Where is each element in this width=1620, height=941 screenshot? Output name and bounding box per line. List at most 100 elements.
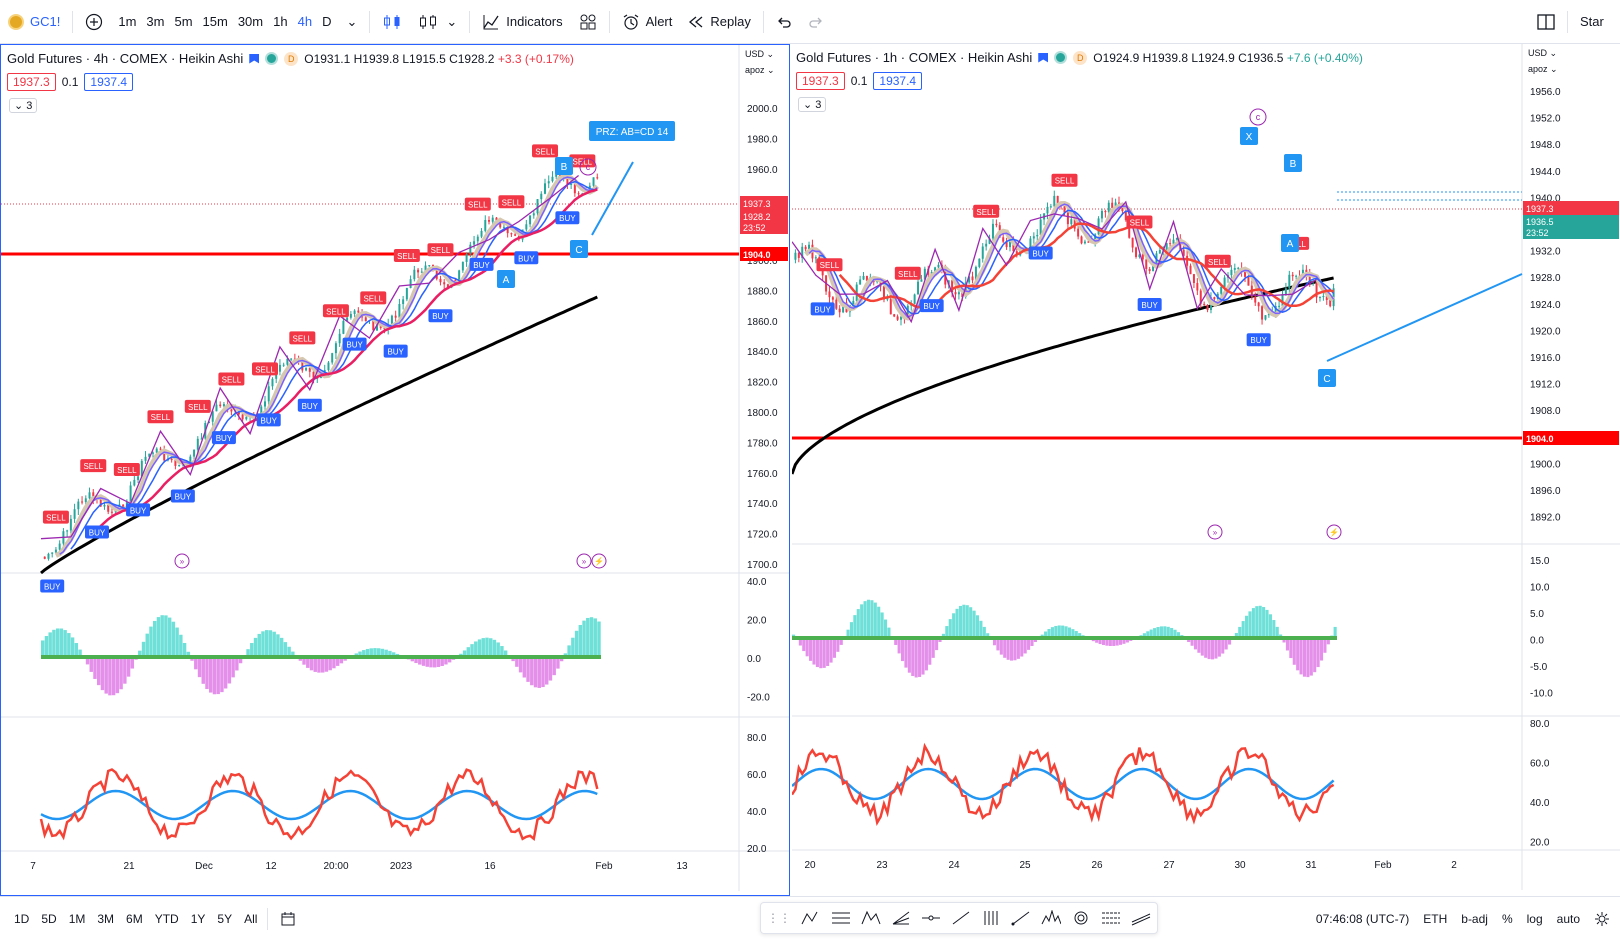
candle xyxy=(794,253,796,260)
range-ytd[interactable]: YTD xyxy=(149,912,185,926)
star-button[interactable]: Star xyxy=(1572,0,1620,44)
auto-scale-toggle[interactable]: auto xyxy=(1557,912,1580,926)
compare-button[interactable] xyxy=(77,0,111,44)
range-all[interactable]: All xyxy=(238,912,263,926)
templates-button[interactable] xyxy=(571,0,605,44)
histogram-bar xyxy=(220,657,223,692)
chart-type-button[interactable]: ⌄ xyxy=(410,0,465,44)
timeframe-1m[interactable]: 1m xyxy=(113,14,141,29)
fib-tool-icon[interactable] xyxy=(831,907,851,929)
range-1y[interactable]: 1Y xyxy=(185,912,212,926)
timeframe-D[interactable]: D xyxy=(317,14,336,29)
xabcd-tool-icon[interactable] xyxy=(861,907,881,929)
candle xyxy=(55,550,57,553)
range-3m[interactable]: 3M xyxy=(91,912,120,926)
histogram-bar xyxy=(594,618,597,657)
time-tick: 24 xyxy=(948,860,960,871)
flag-icon[interactable] xyxy=(249,54,259,64)
candle xyxy=(510,233,512,234)
collapse-indicators-button[interactable]: ⌄ 3 xyxy=(9,98,37,113)
candle xyxy=(477,237,479,242)
pattern-tool-icon[interactable] xyxy=(801,907,821,929)
timeframe-4h[interactable]: 4h xyxy=(293,14,317,29)
buy-signal-label: BUY xyxy=(518,254,535,263)
pitchfork-icon[interactable] xyxy=(981,907,1001,929)
log-scale-toggle[interactable]: log xyxy=(1527,912,1543,926)
layout-button[interactable] xyxy=(1529,0,1563,44)
collapse-indicators-button[interactable]: ⌄ 3 xyxy=(798,97,826,112)
ma-200-line xyxy=(792,278,1334,474)
histogram-bar xyxy=(1020,638,1023,657)
indicators-button[interactable]: Indicators xyxy=(474,0,570,44)
timeframe-3m[interactable]: 3m xyxy=(141,14,169,29)
bar-style-button[interactable] xyxy=(374,0,410,44)
timeframe-15m[interactable]: 15m xyxy=(198,14,233,29)
horizontal-line-icon[interactable] xyxy=(921,907,941,929)
sell-price-box[interactable]: 1937.3 xyxy=(7,73,56,91)
timeframe-5m[interactable]: 5m xyxy=(169,14,197,29)
histogram-bar xyxy=(826,638,829,666)
session-toggle[interactable]: ETH xyxy=(1423,912,1447,926)
currency-label[interactable]: USD ⌄ xyxy=(1528,48,1557,58)
fib-fan-icon[interactable] xyxy=(891,907,911,929)
scale-mode-label[interactable]: apoz ⌄ xyxy=(1528,64,1558,74)
histogram-bar xyxy=(269,630,272,657)
replay-button[interactable]: Replay xyxy=(680,0,758,44)
range-1d[interactable]: 1D xyxy=(8,912,35,926)
timeframe-1h[interactable]: 1h xyxy=(268,14,292,29)
range-6m[interactable]: 6M xyxy=(120,912,149,926)
candle xyxy=(145,457,147,461)
adjustment-toggle[interactable]: b-adj xyxy=(1461,912,1488,926)
projection-line[interactable] xyxy=(1327,274,1522,361)
histogram-bar xyxy=(1024,638,1027,653)
buy-price-box[interactable]: 1937.4 xyxy=(873,72,922,90)
clock[interactable]: 07:46:08 (UTC-7) xyxy=(1316,912,1409,926)
sell-signal-label: SELL xyxy=(431,246,451,255)
histogram-bar xyxy=(1248,611,1251,638)
currency-label[interactable]: USD ⌄ xyxy=(745,49,774,59)
sell-signal-label: SELL xyxy=(502,198,522,207)
range-5y[interactable]: 5Y xyxy=(211,912,238,926)
settings-gear-icon[interactable] xyxy=(1594,911,1610,927)
histogram-bar xyxy=(60,629,63,657)
undo-icon xyxy=(776,15,792,29)
regression-icon[interactable] xyxy=(1101,907,1121,929)
sell-signal-label: SELL xyxy=(83,462,103,471)
chart-pane-4h[interactable]: USD ⌄apoz ⌄2000.01980.01960.01940.01920.… xyxy=(0,44,790,896)
trend-line-icon[interactable] xyxy=(951,907,971,929)
buy-signal-label: BUY xyxy=(432,312,449,321)
channel-icon[interactable] xyxy=(1131,907,1151,929)
candle xyxy=(335,343,337,353)
candle xyxy=(937,265,939,268)
ohlc-close: C1936.5 xyxy=(1238,51,1283,65)
candle xyxy=(1319,297,1321,298)
candle xyxy=(1224,278,1226,287)
redo-button[interactable] xyxy=(800,0,832,44)
goto-date-button[interactable] xyxy=(272,897,304,941)
ray-icon[interactable] xyxy=(1011,907,1031,929)
range-5d[interactable]: 5D xyxy=(35,912,62,926)
projection-line[interactable] xyxy=(592,162,633,235)
price-tick: 1948.0 xyxy=(1530,140,1561,151)
symbol-search[interactable]: GC1! xyxy=(0,0,68,44)
buy-price-box[interactable]: 1937.4 xyxy=(84,73,133,91)
percent-scale-toggle[interactable]: % xyxy=(1502,912,1513,926)
histogram-bar xyxy=(966,605,969,638)
flag-icon[interactable] xyxy=(1038,53,1048,63)
candle xyxy=(1149,269,1151,271)
range-1m[interactable]: 1M xyxy=(63,912,92,926)
chart-canvas-4h[interactable]: USD ⌄apoz ⌄2000.01980.01960.01940.01920.… xyxy=(1,45,789,895)
undo-button[interactable] xyxy=(768,0,800,44)
head-shoulders-icon[interactable] xyxy=(1041,907,1061,929)
drag-handle-icon[interactable]: ⋮⋮ xyxy=(767,911,791,925)
scale-mode-label[interactable]: apoz ⌄ xyxy=(745,65,775,75)
sell-price-box[interactable]: 1937.3 xyxy=(796,72,845,90)
timeframe-30m[interactable]: 30m xyxy=(233,14,268,29)
chart-canvas-1h[interactable]: USD ⌄apoz ⌄1956.01952.01948.01944.01940.… xyxy=(792,44,1620,896)
time-tick: Feb xyxy=(1374,860,1392,871)
spiral-icon[interactable] xyxy=(1071,907,1091,929)
timeframe-dropdown[interactable]: ⌄ xyxy=(338,0,365,44)
alert-button[interactable]: Alert xyxy=(614,0,681,44)
buy-signal-label: BUY xyxy=(1032,250,1049,259)
